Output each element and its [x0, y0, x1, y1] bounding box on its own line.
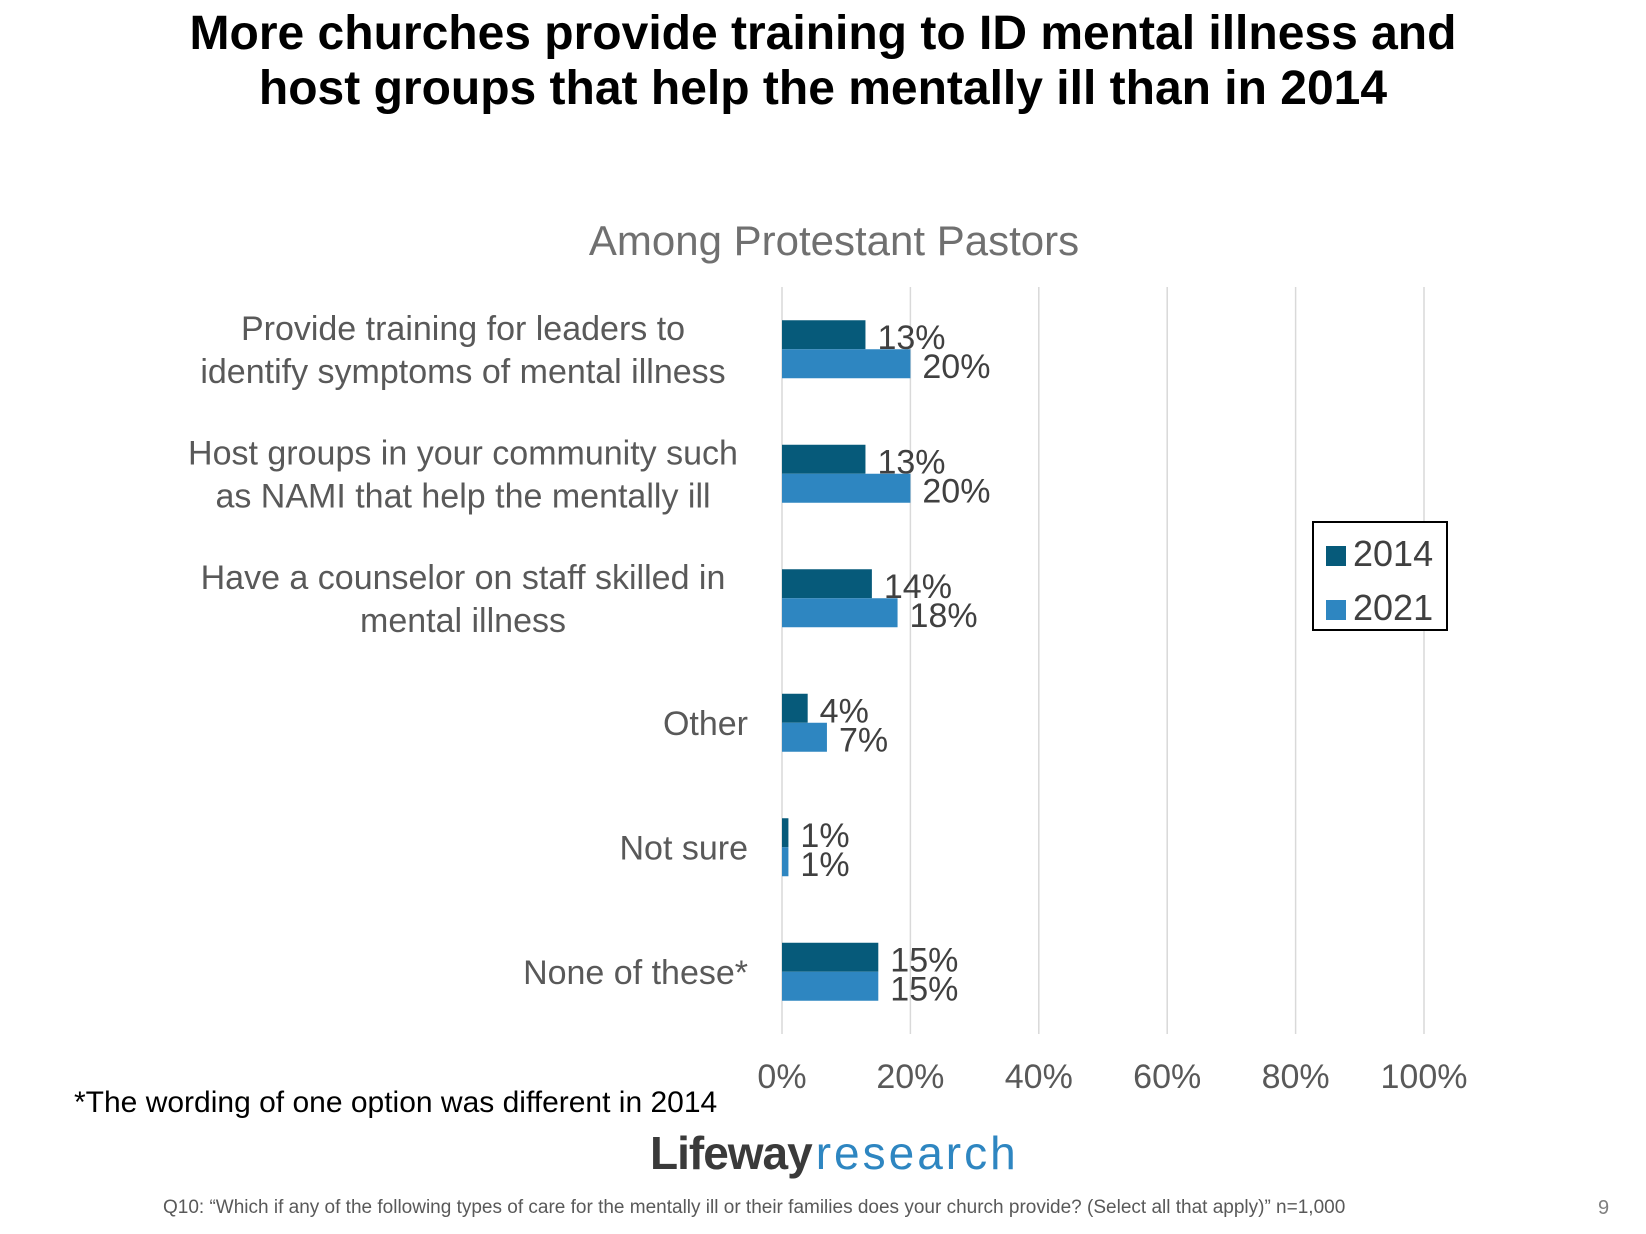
legend-label: 2021	[1353, 587, 1433, 628]
data-label: 20%	[922, 348, 990, 386]
bar-chart: Among Protestant Pastors 0% 20% 40% 60% 80% 10…	[188, 217, 1468, 1090]
data-label: 15%	[890, 970, 958, 1008]
data-label: 20%	[922, 472, 990, 510]
bar-2021	[782, 847, 789, 877]
bar-2014	[782, 693, 808, 723]
headline-line: host groups that help the mentally ill t…	[258, 62, 1388, 115]
category-label: Have a counselor on staff skilled in	[201, 559, 726, 597]
legend-swatch-2014	[1326, 546, 1346, 566]
bar-2021	[782, 598, 898, 628]
survey-question: Q10: “Which if any of the following type…	[163, 1197, 1346, 1218]
bar-2021	[782, 349, 911, 379]
bar-2021	[782, 473, 911, 503]
legend-label: 2014	[1353, 533, 1433, 574]
bar-2014	[782, 569, 872, 599]
category-label: Not sure	[620, 829, 749, 867]
slide-headline: More churches provide training to ID men…	[0, 6, 1646, 116]
category-label: None of these*	[523, 954, 748, 992]
bar-2021	[782, 971, 879, 1001]
headline-line: More churches provide training to ID men…	[189, 7, 1457, 60]
logo-wordmark-lifeway: Lifeway	[650, 1127, 813, 1179]
category-label: Provide training for leaders to	[241, 310, 685, 348]
x-tick-label: 100%	[1381, 1058, 1468, 1090]
page-number: 9	[1598, 1197, 1610, 1219]
category-label: as NAMI that help the mentally ill	[215, 477, 710, 515]
data-label: 4%	[820, 692, 869, 730]
bar-2021	[782, 722, 827, 752]
chart-title: Among Protestant Pastors	[589, 217, 1079, 264]
bar-2014	[782, 444, 866, 474]
x-tick-label: 80%	[1262, 1058, 1330, 1090]
footnote: *The wording of one option was different…	[74, 1086, 718, 1119]
data-label: 1%	[800, 846, 849, 884]
data-label: 15%	[890, 941, 958, 979]
category-label: identify symptoms of mental illness	[200, 353, 725, 391]
x-tick-label: 0%	[757, 1058, 806, 1090]
x-tick-label: 20%	[876, 1058, 944, 1090]
category-label: Other	[663, 705, 748, 743]
logo-wordmark-research: research	[815, 1127, 1019, 1179]
data-label: 18%	[910, 597, 978, 635]
data-label: 7%	[839, 721, 888, 759]
x-tick-label: 40%	[1005, 1058, 1073, 1090]
x-tick-label: 60%	[1133, 1058, 1201, 1090]
bar-2014	[782, 942, 879, 972]
legend-swatch-2021	[1326, 600, 1346, 620]
data-label: 1%	[800, 817, 849, 855]
category-label: Host groups in your community such	[188, 434, 738, 472]
bar-2014	[782, 818, 789, 848]
bar-2014	[782, 320, 866, 350]
lifeway-research-logo: Lifewayresearch	[650, 1126, 1019, 1180]
category-label: mental illness	[360, 602, 566, 640]
